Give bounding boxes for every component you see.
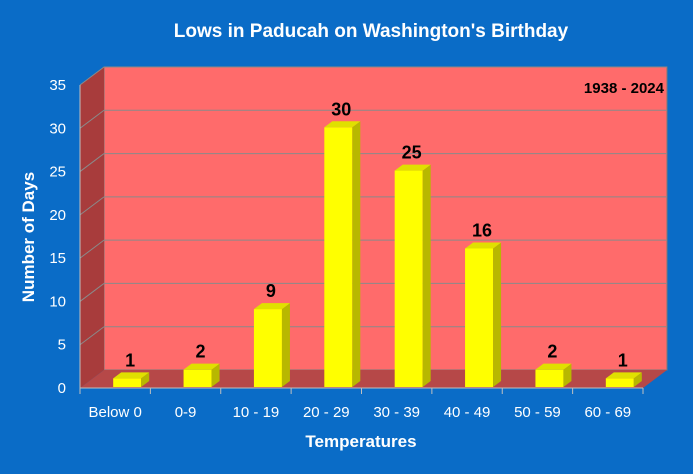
data-label: 1 (618, 350, 628, 370)
x-axis-title: Temperatures (305, 432, 416, 451)
bar-top (394, 164, 431, 171)
bar (183, 363, 220, 387)
back-wall (103, 66, 668, 371)
data-label: 2 (547, 342, 557, 362)
bar (113, 372, 150, 387)
data-label: 25 (402, 143, 422, 163)
y-tick-label: 0 (58, 380, 66, 397)
data-label: 9 (266, 281, 276, 301)
x-tick-label: 20 - 29 (303, 404, 350, 421)
y-tick-label: 10 (49, 293, 66, 310)
x-tick-label: 40 - 49 (444, 404, 491, 421)
bar (535, 363, 572, 387)
chart-title: Lows in Paducah on Washington's Birthday (174, 21, 569, 42)
bar-top (324, 121, 361, 128)
bar (253, 303, 290, 387)
x-tick-label: 0-9 (175, 404, 197, 421)
bar-side (422, 164, 431, 387)
gridline-side (79, 239, 105, 259)
gridline-side (79, 196, 105, 216)
bar (394, 164, 431, 387)
data-label: 16 (472, 220, 492, 240)
x-tick-label: Below 0 (89, 404, 142, 421)
bar (605, 372, 642, 387)
x-tick-label: 10 - 19 (233, 404, 280, 421)
bar-front (113, 378, 142, 387)
gridline-side (79, 326, 105, 346)
gridlines (79, 66, 667, 346)
data-label: 2 (196, 342, 206, 362)
bar-front (394, 170, 423, 387)
bar-front (605, 378, 634, 387)
gridline-side (79, 153, 105, 172)
bar-side (281, 303, 290, 387)
plot-walls (80, 66, 668, 388)
data-labels: 1 2 9 30 25 16 2 1 (125, 99, 628, 370)
x-tick-label: 60 - 69 (584, 404, 631, 421)
y-tick-label: 25 (49, 164, 66, 181)
bars (113, 121, 642, 388)
bar-side (633, 372, 642, 387)
gridline-side (79, 66, 105, 86)
bar-top (535, 363, 572, 370)
floor (80, 370, 667, 388)
gridline-side (79, 283, 105, 302)
y-tick-label: 5 (58, 337, 66, 354)
x-axis-ticks: Below 0 0-9 10 - 19 20 - 29 30 - 39 40 - 49 50… (79, 388, 644, 421)
y-tick-label: 35 (49, 77, 66, 94)
bar-front (253, 309, 282, 387)
data-label: 30 (331, 99, 351, 119)
bar-top (183, 363, 220, 370)
gridline-side (79, 109, 105, 129)
y-tick-label: 30 (49, 120, 66, 137)
bar (465, 242, 502, 387)
y-axis-title: Number of Days (19, 172, 38, 302)
bar-side (141, 372, 150, 387)
x-tick-label: 50 - 59 (514, 404, 561, 421)
data-label: 1 (125, 350, 135, 370)
y-tick-label: 15 (49, 250, 66, 267)
range-annotation: 1938 - 2024 (584, 80, 665, 97)
bar (324, 121, 361, 388)
bar-side (352, 121, 361, 388)
bar-front (465, 248, 494, 387)
bar-side (563, 363, 572, 387)
side-wall (80, 67, 104, 388)
bar-top (113, 372, 150, 379)
bar-front (324, 127, 353, 388)
bar-side (211, 363, 220, 387)
x-tick-label: 30 - 39 (373, 404, 420, 421)
bar-top (465, 242, 502, 249)
bar-top (605, 372, 642, 379)
bar-side (493, 242, 502, 387)
y-tick-label: 20 (49, 207, 66, 224)
bar-front (183, 369, 212, 387)
bar-front (535, 369, 564, 387)
bar-top (253, 303, 290, 310)
